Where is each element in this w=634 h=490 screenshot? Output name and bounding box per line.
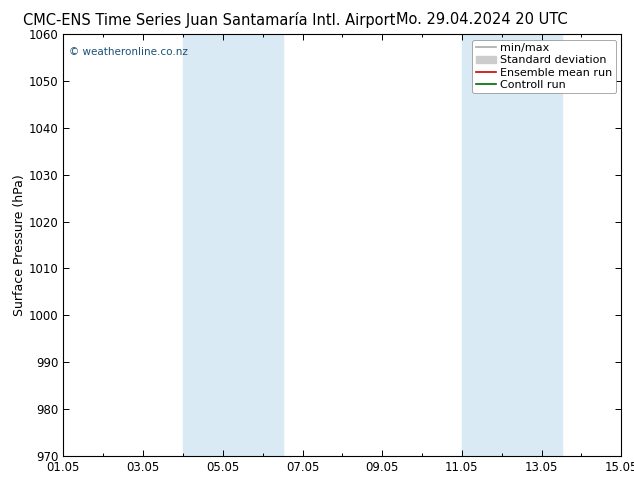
Bar: [462, 34, 562, 456]
Text: © weatheronline.co.nz: © weatheronline.co.nz: [69, 47, 188, 57]
Legend: min/max, Standard deviation, Ensemble mean run, Controll run: min/max, Standard deviation, Ensemble me…: [472, 40, 616, 93]
Text: CMC-ENS Time Series Juan Santamaría Intl. Airport: CMC-ENS Time Series Juan Santamaría Intl…: [23, 12, 396, 28]
Bar: [183, 34, 283, 456]
Text: Mo. 29.04.2024 20 UTC: Mo. 29.04.2024 20 UTC: [396, 12, 567, 27]
Y-axis label: Surface Pressure (hPa): Surface Pressure (hPa): [13, 174, 26, 316]
